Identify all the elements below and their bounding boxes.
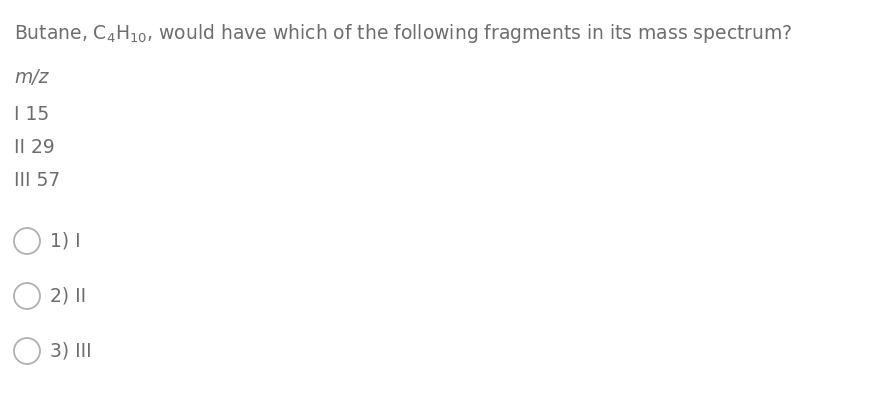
Text: Butane, C$_4$H$_{10}$, would have which of the following fragments in its mass s: Butane, C$_4$H$_{10}$, would have which … (14, 22, 791, 45)
Text: 3) III: 3) III (50, 341, 91, 360)
Text: III 57: III 57 (14, 171, 60, 190)
Text: I 15: I 15 (14, 105, 49, 124)
Text: II 29: II 29 (14, 138, 55, 157)
Text: m/z: m/z (14, 68, 48, 87)
Text: 2) II: 2) II (50, 286, 86, 305)
Text: 1) I: 1) I (50, 231, 80, 250)
